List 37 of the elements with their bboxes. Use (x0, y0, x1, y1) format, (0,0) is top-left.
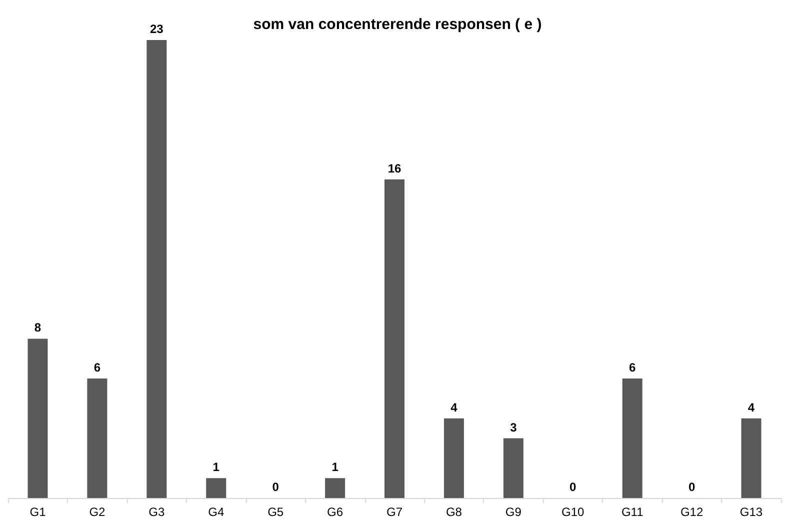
bar (741, 418, 762, 498)
data-label: 8 (34, 320, 42, 335)
x-tick-label: G13 (740, 505, 763, 519)
bar (384, 179, 404, 498)
chart-title: som van concentrerende responsen ( e ) (253, 16, 542, 33)
data-label: 4 (450, 400, 458, 414)
bar (325, 478, 346, 498)
data-label: 4 (748, 400, 755, 414)
bar (28, 338, 48, 498)
bar (503, 438, 524, 498)
data-label: 0 (570, 480, 577, 494)
bar (146, 40, 167, 498)
bar (87, 378, 108, 498)
x-tick-label: G5 (268, 505, 284, 519)
x-tick-label: G6 (327, 505, 344, 519)
x-tick-label: G10 (562, 505, 585, 519)
x-tick-label: G3 (148, 505, 165, 519)
bar (444, 418, 464, 498)
x-tick-label: G4 (208, 505, 224, 519)
data-label: 3 (510, 420, 518, 434)
data-label: 0 (272, 480, 280, 494)
x-tick-label: G9 (505, 505, 522, 519)
x-tick-label: G7 (386, 505, 403, 519)
data-label: 6 (94, 360, 101, 375)
data-label: 0 (688, 480, 696, 494)
data-label: 1 (212, 460, 220, 474)
x-tick-label: G12 (680, 505, 704, 519)
data-label: 6 (629, 360, 636, 375)
data-label: 16 (388, 161, 402, 176)
x-tick-label: G1 (30, 505, 46, 519)
data-label: 23 (150, 22, 164, 36)
x-tick-label: G8 (446, 505, 462, 519)
bar (206, 478, 226, 498)
x-tick-label: G11 (621, 505, 644, 519)
x-tick-label: G2 (89, 505, 106, 519)
bar (622, 378, 642, 498)
data-label: 1 (332, 460, 339, 474)
